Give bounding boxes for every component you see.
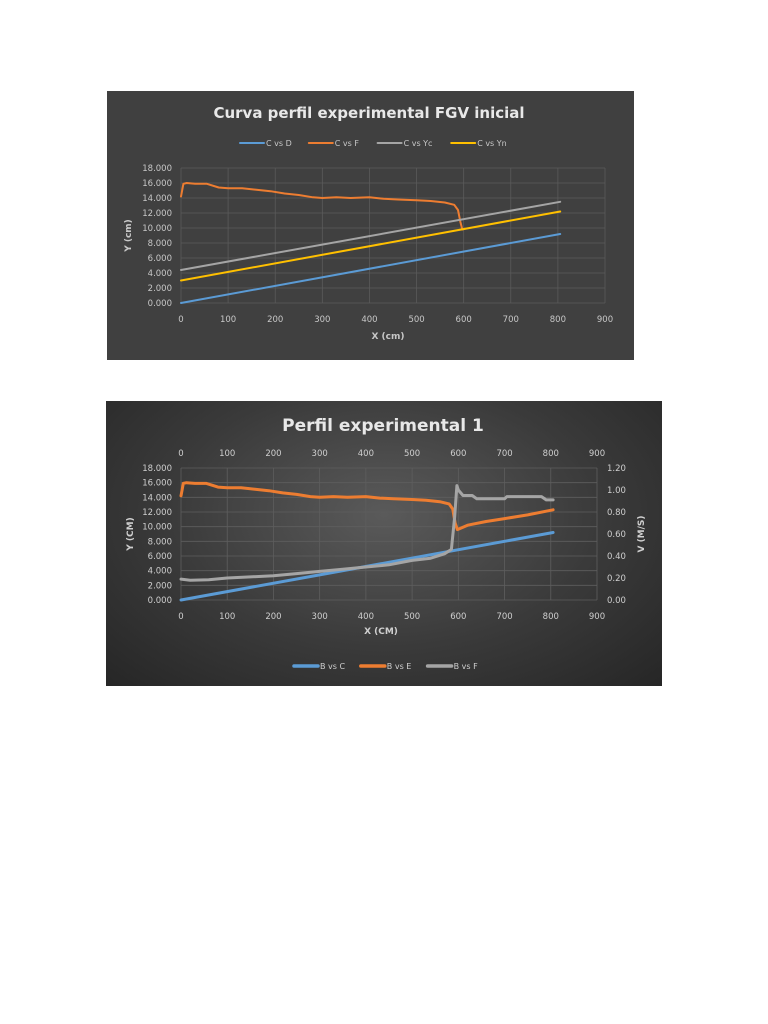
y2-tick-label: 1.00 (607, 486, 626, 496)
gridlines (180, 167, 606, 304)
y-tick-label: 10.000 (142, 224, 172, 234)
x-tick-label: 300 (314, 315, 330, 325)
x-tick-label: 100 (219, 612, 235, 622)
x2-tick-label: 300 (312, 449, 328, 459)
x-tick-label: 800 (550, 315, 566, 325)
x-tick-label: 400 (361, 315, 377, 325)
x2-tick-label: 700 (496, 449, 512, 459)
x-tick-label: 900 (597, 315, 613, 325)
y-tick-label: 12.000 (142, 508, 172, 518)
x2-tick-label: 500 (404, 449, 420, 459)
series-c-vs-f (180, 182, 466, 231)
y-tick-label: 4.000 (148, 269, 172, 279)
chart-title: Curva perfil experimental FGV inicial (213, 104, 524, 122)
x-tick-label: 700 (496, 612, 512, 622)
y-tick-label: 18.000 (142, 464, 172, 474)
x2-tick-label: 200 (265, 449, 281, 459)
y-tick-label: 14.000 (142, 493, 172, 503)
x-tick-label: 200 (265, 612, 281, 622)
x2-tick-label: 400 (358, 449, 374, 459)
series-b-vs-f (179, 484, 555, 582)
y-tick-label: 0.000 (148, 596, 172, 606)
legend-label: B vs E (387, 662, 412, 671)
y2-tick-label: 1.20 (607, 464, 626, 474)
chart-fgv-inicial: Curva perfil experimental FGV inicial 0.0… (107, 91, 634, 360)
y-tick-label: 8.000 (148, 537, 172, 547)
x-axis-title: X (cm) (371, 332, 404, 342)
gridlines (180, 467, 598, 601)
legend: C vs D C vs F C vs Yc C vs Yn (239, 139, 507, 148)
y-tick-label: 18.000 (142, 164, 172, 174)
y-tick-label: 16.000 (142, 479, 172, 489)
x-tick-label: 900 (589, 612, 605, 622)
x-tick-label: 200 (267, 315, 283, 325)
x-tick-label: 300 (312, 612, 328, 622)
y2-tick-label: 0.40 (607, 552, 626, 562)
y2-tick-label: 0.00 (607, 596, 626, 606)
y-axis-title: Y (CM) (126, 517, 136, 551)
x2-tick-label: 600 (450, 449, 466, 459)
x-tick-label: 800 (543, 612, 559, 622)
x2-tick-label: 800 (543, 449, 559, 459)
legend-label: C vs D (266, 139, 292, 148)
y-tick-label: 6.000 (148, 254, 172, 264)
legend-label: B vs C (320, 662, 345, 671)
y-tick-label: 10.000 (142, 523, 172, 533)
x-tick-label: 700 (503, 315, 519, 325)
y-tick-label: 0.000 (148, 299, 172, 309)
series-c-vs-yn (180, 210, 562, 282)
y-tick-label: 8.000 (148, 239, 172, 249)
y-tick-label: 16.000 (142, 179, 172, 189)
legend-label: C vs Yc (404, 139, 433, 148)
x2-tick-label: 900 (589, 449, 605, 459)
x2-tick-label: 0 (178, 449, 183, 459)
chart-2-svg: Perfil experimental 10.0002.0004.0006.00… (126, 416, 647, 671)
y2-tick-label: 0.80 (607, 508, 626, 518)
x-tick-label: 600 (450, 612, 466, 622)
legend-label: C vs F (335, 139, 360, 148)
y-tick-label: 14.000 (142, 194, 172, 204)
x-tick-label: 500 (408, 315, 424, 325)
y-tick-label: 2.000 (148, 581, 172, 591)
legend: B vs C B vs E B vs F (292, 662, 478, 671)
x-tick-label: 600 (456, 315, 472, 325)
x-tick-label: 0 (178, 315, 183, 325)
x-tick-label: 500 (404, 612, 420, 622)
y2-tick-label: 0.60 (607, 530, 626, 540)
series-c-vs-yc (180, 200, 562, 271)
x2-tick-label: 100 (219, 449, 235, 459)
chart-title: Perfil experimental 1 (282, 416, 484, 436)
series-b-vs-e (179, 481, 555, 532)
x-tick-label: 400 (358, 612, 374, 622)
x-axis-title: X (CM) (364, 627, 398, 637)
y-tick-label: 4.000 (148, 567, 172, 577)
y-axis-title: Y (cm) (124, 219, 134, 253)
x-tick-label: 0 (178, 612, 183, 622)
chart-perfil-experimental-1: Perfil experimental 1 0.000 2.000 4.000 6.00… (106, 401, 662, 686)
y2-axis-title: V (M/S) (637, 515, 647, 552)
chart-1-svg: Curva perfil experimental FGV inicial 0.0… (124, 104, 613, 342)
y-tick-label: 6.000 (148, 552, 172, 562)
x-tick-label: 100 (220, 315, 236, 325)
series-c-vs-d (180, 233, 562, 304)
y-tick-label: 2.000 (148, 284, 172, 294)
y-tick-label: 12.000 (142, 209, 172, 219)
y2-tick-label: 0.20 (607, 574, 626, 584)
legend-label: B vs F (454, 662, 478, 671)
legend-label: C vs Yn (477, 139, 507, 148)
